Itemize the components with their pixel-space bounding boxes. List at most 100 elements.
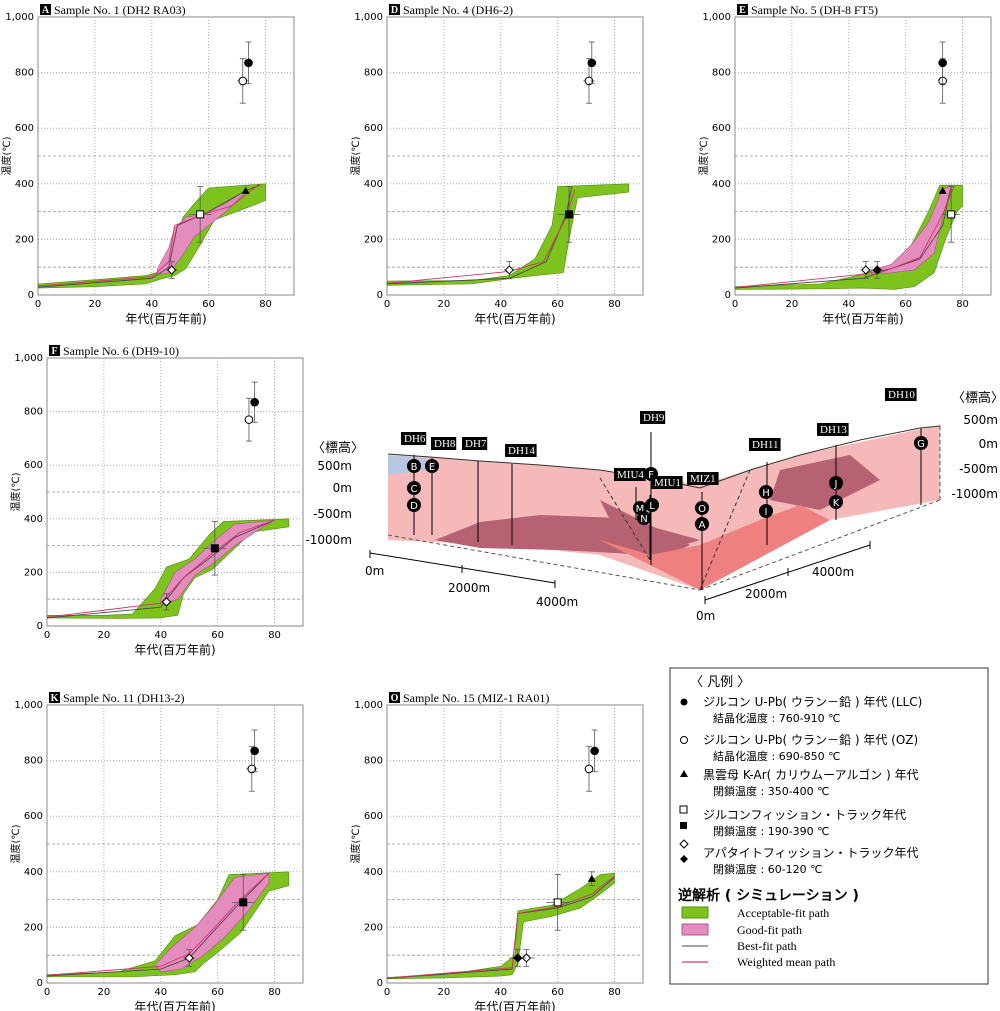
scale-right-2000: 2000m <box>745 587 787 601</box>
panel-badge <box>389 692 400 703</box>
borehole-tag <box>687 472 719 485</box>
sample-marker <box>407 459 421 473</box>
chart-title: Sample No. 4 (DH6-2) <box>403 3 513 17</box>
boreholes: DH6 DH8 DH7 DH14 DH9 MIU4 MIU1 MIZ1 DH11 DH13 DH10… <box>401 388 928 590</box>
legend-item-1: ジルコン U-Pb( ウラン－鉛 ) 年代 (LLC) <box>703 695 922 709</box>
legend-zircon-ft-filled-symbol <box>680 822 687 829</box>
sample-marker <box>914 436 928 450</box>
legend-item-4-sub: 閉鎖温度 : 190-390 ℃ <box>713 824 830 838</box>
apatite-ft-point <box>861 265 871 275</box>
y-tick-label: 0 <box>28 290 34 301</box>
section-fault-1 <box>599 477 651 561</box>
legend-item-1-sub: 結晶化温度 : 760-910 ℃ <box>713 711 841 725</box>
weighted-mean-path <box>46 872 270 976</box>
y-tick-label: 1,000 <box>354 12 383 23</box>
biotite-kar-point <box>587 874 596 882</box>
cross-section: 〈標高〉 500m 0m -500m -1000m 〈標高〉 500m 0m -… <box>305 388 1000 623</box>
y-tick-label: 200 <box>364 234 383 245</box>
sample-marker-label: I <box>765 507 768 518</box>
x-tick-label: 40 <box>154 987 167 998</box>
borehole-tag <box>651 476 683 489</box>
borehole-label: DH11 <box>752 439 778 451</box>
apatite-ft-point-filled <box>513 953 523 963</box>
borehole-label: MIU1 <box>654 477 681 489</box>
x-tick-label: 80 <box>268 630 281 641</box>
panel-letter: K <box>51 693 59 704</box>
zircon-upb-llc-point <box>590 746 599 756</box>
apatite-ft-point <box>184 953 194 963</box>
borehole-tag <box>885 388 917 401</box>
right-tick-500: 500m <box>963 413 998 427</box>
legend-item-4: ジルコンフィッション・トラック年代 <box>703 808 906 822</box>
sample-marker-label: C <box>411 484 418 495</box>
panel-badge <box>49 345 60 356</box>
sample-marker-label: H <box>762 488 770 499</box>
x-tick-label: 80 <box>608 299 621 310</box>
y-tick-label: 400 <box>24 514 43 525</box>
legend-zircon-ft-open-symbol <box>679 805 688 814</box>
x-tick-label: 60 <box>211 987 224 998</box>
borehole-label: MIZ1 <box>690 473 716 485</box>
y-axis-label: 温度(℃) <box>9 472 22 511</box>
y-tick-label: 200 <box>24 922 43 933</box>
panel-letter: D <box>391 5 398 16</box>
y-tick-label: 600 <box>24 811 43 822</box>
panel-letter: O <box>391 693 399 704</box>
y-tick-label: 1,000 <box>5 12 34 23</box>
x-tick-label: 60 <box>899 299 912 310</box>
zircon-ft-point <box>210 544 219 553</box>
chart-title: Sample No. 15 (MIZ-1 RA01) <box>403 691 549 705</box>
legend-apatite-ft-filled-symbol <box>680 855 688 863</box>
x-tick-label: 0 <box>44 630 50 641</box>
chart-F: 0 20 40 60 8002004006008001,000年代(百万年前)温度(℃)… <box>9 344 304 657</box>
panel-badge <box>49 692 60 703</box>
x-tick-label: 80 <box>268 987 281 998</box>
sample-marker-label: O <box>698 504 706 515</box>
borehole-tag <box>401 432 427 445</box>
right-tick-minus500: -500m <box>959 462 998 476</box>
sample-marker <box>759 485 773 499</box>
y-tick-label: 800 <box>15 68 34 79</box>
borehole-tag <box>505 444 537 457</box>
sample-marker <box>759 504 773 518</box>
y-tick-label: 800 <box>24 756 43 767</box>
x-axis-label: 年代(百万年前) <box>474 311 555 326</box>
y-tick-label: 800 <box>24 407 43 418</box>
legend: 〈 凡例 〉 ジルコン U-Pb( ウラン－鉛 ) 年代 (LLC) 結晶化温度… <box>669 667 989 985</box>
section-elev-label-left: 〈標高〉 <box>312 440 364 456</box>
y-tick-label: 0 <box>377 290 383 301</box>
chart-O: 0 20 40 60 8002004006008001,000年代(百万年前)温度(℃)… <box>349 691 644 1011</box>
sample-marker <box>637 511 651 525</box>
x-tick-label: 20 <box>98 630 111 641</box>
y-tick-label: 600 <box>24 460 43 471</box>
zircon-upb-llc-point <box>250 397 259 407</box>
zircon-ft-point <box>947 210 956 219</box>
y-axis-label: 温度(℃) <box>9 824 22 863</box>
x-tick-label: 60 <box>551 987 564 998</box>
legend-sim-title: 逆解析 ( シミュレーション ) <box>678 887 859 904</box>
legend-item-2-sub: 結晶化温度 : 690-850 ℃ <box>713 749 841 763</box>
sample-marker <box>644 467 658 481</box>
sample-marker-label: L <box>649 501 655 512</box>
y-tick-label: 200 <box>24 567 43 578</box>
sample-marker-label: A <box>699 520 706 531</box>
x-tick-label: 0 <box>384 987 390 998</box>
sample-marker-label: B <box>411 462 418 473</box>
chart-title: Sample No. 11 (DH13-2) <box>63 691 185 705</box>
x-tick-label: 40 <box>154 630 167 641</box>
borehole-tag <box>640 411 666 424</box>
x-tick-label: 60 <box>211 630 224 641</box>
x-axis-label: 年代(百万年前) <box>822 311 903 326</box>
x-tick-label: 0 <box>35 299 41 310</box>
chart-title: Sample No. 1 (DH2 RA03) <box>54 3 186 17</box>
panel-letter: F <box>51 346 57 357</box>
borehole-label: DH8 <box>434 438 456 450</box>
zircon-upb-oz-point <box>584 764 594 774</box>
y-axis-label: 温度(℃) <box>349 824 362 863</box>
y-tick-label: 600 <box>364 811 383 822</box>
weighted-mean-path <box>734 186 955 288</box>
section-base-right <box>699 499 941 591</box>
panel-badge <box>737 4 748 15</box>
x-axis-label: 年代(百万年前) <box>125 311 206 326</box>
best-fit-path <box>46 872 270 977</box>
